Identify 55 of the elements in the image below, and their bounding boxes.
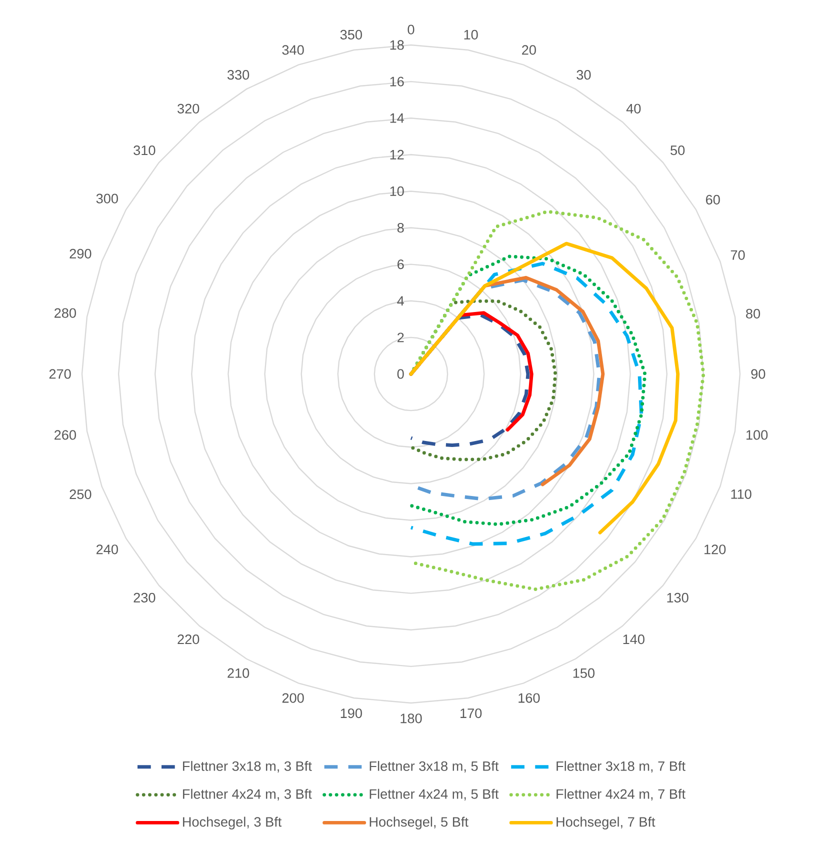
spoke-label: 300 (96, 194, 118, 204)
legend-label: Hochsegel, 3 Bft (183, 816, 282, 830)
spoke-label: 100 (746, 430, 768, 440)
spoke-label: 200 (282, 693, 304, 703)
y-tick-label: 0 (397, 369, 404, 379)
legend-label: Flettner 4x24 m, 3 Bft (183, 788, 312, 800)
legend-label: Flettner 4x24 m, 5 Bft (370, 788, 499, 800)
legend-label: Flettner 3x18 m, 7 Bft (556, 760, 686, 773)
y-tick-label: 14 (390, 113, 404, 123)
spoke-label: 10 (464, 30, 478, 40)
y-tick-label: 6 (398, 260, 404, 270)
spoke-label: 130 (667, 592, 688, 602)
y-tick-label: 16 (390, 76, 404, 86)
spoke-label: 320 (178, 104, 200, 114)
spoke-label: 220 (178, 634, 200, 644)
spoke-label: 140 (623, 634, 644, 644)
spoke-label: 240 (96, 544, 118, 554)
spoke-label: 110 (731, 489, 752, 499)
legend-label: Flettner 4x24 m, 7 Bft (556, 788, 686, 800)
legend-label: Flettner 3x18 m, 3 Bft (183, 760, 312, 773)
spoke-label: 190 (340, 708, 362, 718)
spoke-label: 50 (670, 146, 685, 156)
spoke-label: 350 (340, 30, 362, 40)
spoke-label: 330 (227, 70, 250, 80)
spoke-label: 210 (228, 668, 250, 678)
spoke-label: 170 (460, 708, 482, 718)
y-tick-label: 2 (398, 332, 404, 342)
spoke-label: 90 (751, 369, 766, 379)
spoke-label: 20 (522, 45, 536, 55)
spoke-label: 0 (408, 24, 414, 34)
spoke-label: 290 (70, 248, 92, 258)
spoke-label: 310 (134, 146, 156, 156)
legend-label: Hochsegel, 7 Bft (556, 816, 656, 830)
y-tick-label: 18 (390, 40, 404, 50)
spoke-label: 120 (704, 544, 726, 554)
spoke-label: 270 (49, 369, 71, 379)
spoke-label: 40 (626, 104, 641, 114)
spoke-label: 30 (576, 70, 591, 80)
spoke-label: 180 (400, 714, 422, 724)
spoke-label: 260 (54, 430, 76, 440)
spoke-label: 250 (70, 489, 92, 500)
spoke-label: 280 (54, 308, 76, 318)
spoke-label: 160 (518, 693, 540, 703)
y-tick-label: 10 (390, 186, 404, 196)
spoke-label: 230 (134, 592, 156, 602)
spoke-label: 150 (573, 668, 595, 678)
y-tick-label: 4 (397, 296, 404, 306)
spoke-label: 60 (706, 194, 720, 205)
y-tick-label: 8 (397, 222, 404, 233)
y-tick-label: 12 (390, 150, 404, 160)
spoke-label: 340 (282, 45, 304, 55)
legend-label: Hochsegel, 5 Bft (370, 816, 468, 830)
legend-label: Flettner 3x18 m, 5 Bft (370, 760, 499, 773)
spoke-label: 80 (746, 308, 760, 318)
spoke-label: 70 (730, 250, 745, 260)
